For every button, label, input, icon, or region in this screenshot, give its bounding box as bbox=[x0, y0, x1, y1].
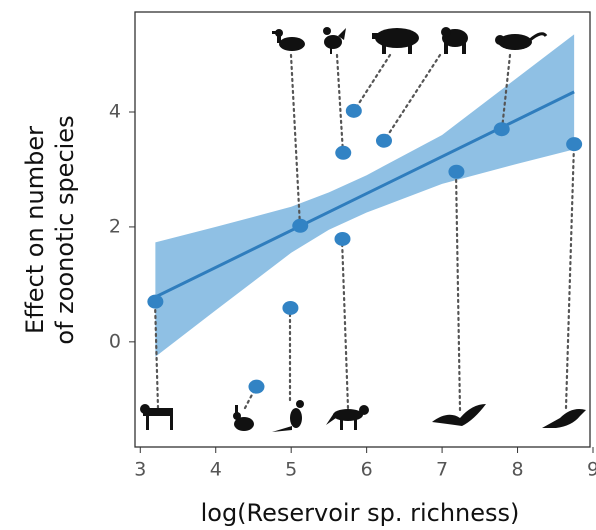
fit-line bbox=[154, 90, 575, 299]
x-tick-label: 3 bbox=[134, 459, 146, 481]
connector bbox=[382, 53, 442, 143]
y-axis-label: Effect on number of zoonotic species bbox=[21, 115, 79, 344]
point bbox=[493, 122, 510, 137]
y-tick-label: 4 bbox=[109, 100, 121, 122]
x-tick-label: 7 bbox=[436, 459, 448, 481]
connector bbox=[340, 237, 350, 410]
connector bbox=[564, 142, 576, 410]
point bbox=[248, 379, 265, 394]
connector bbox=[289, 53, 302, 228]
connector bbox=[153, 300, 160, 410]
bird-icon bbox=[542, 409, 586, 428]
point bbox=[292, 218, 309, 233]
y-axis-label-line: of zoonotic species bbox=[51, 115, 79, 344]
plot-frame bbox=[134, 11, 591, 448]
x-tick-label: 6 bbox=[361, 459, 373, 481]
y-tick-label: 2 bbox=[109, 215, 121, 237]
point bbox=[566, 137, 583, 152]
connector bbox=[352, 53, 392, 113]
point bbox=[334, 231, 351, 246]
point bbox=[345, 103, 362, 118]
x-tick-label: 5 bbox=[285, 459, 297, 481]
x-tick-label: 8 bbox=[512, 459, 524, 481]
y-tick-label: 0 bbox=[109, 330, 121, 352]
connector bbox=[454, 170, 462, 412]
rodent-icon bbox=[495, 32, 548, 50]
dog-icon bbox=[140, 404, 173, 430]
duck-icon bbox=[272, 29, 305, 51]
point bbox=[448, 164, 465, 179]
x-tick-label: 9 bbox=[587, 459, 596, 481]
connector bbox=[500, 53, 512, 131]
x-axis-label: log(Reservoir sp. richness) bbox=[201, 499, 520, 527]
point bbox=[282, 300, 299, 315]
rabbit-icon bbox=[233, 405, 254, 431]
point bbox=[375, 133, 392, 148]
ape-icon bbox=[441, 27, 468, 54]
x-tick-label: 4 bbox=[210, 459, 222, 481]
y-axis-label-line: Effect on number bbox=[21, 126, 49, 334]
fox-icon bbox=[326, 405, 369, 430]
kangaroo-icon bbox=[272, 400, 304, 432]
chicken-icon bbox=[323, 27, 346, 54]
pig-icon bbox=[372, 28, 419, 54]
point bbox=[147, 294, 164, 309]
point bbox=[335, 145, 352, 160]
bat-icon bbox=[432, 404, 486, 426]
animal-icons bbox=[140, 27, 586, 432]
connector bbox=[335, 53, 345, 155]
